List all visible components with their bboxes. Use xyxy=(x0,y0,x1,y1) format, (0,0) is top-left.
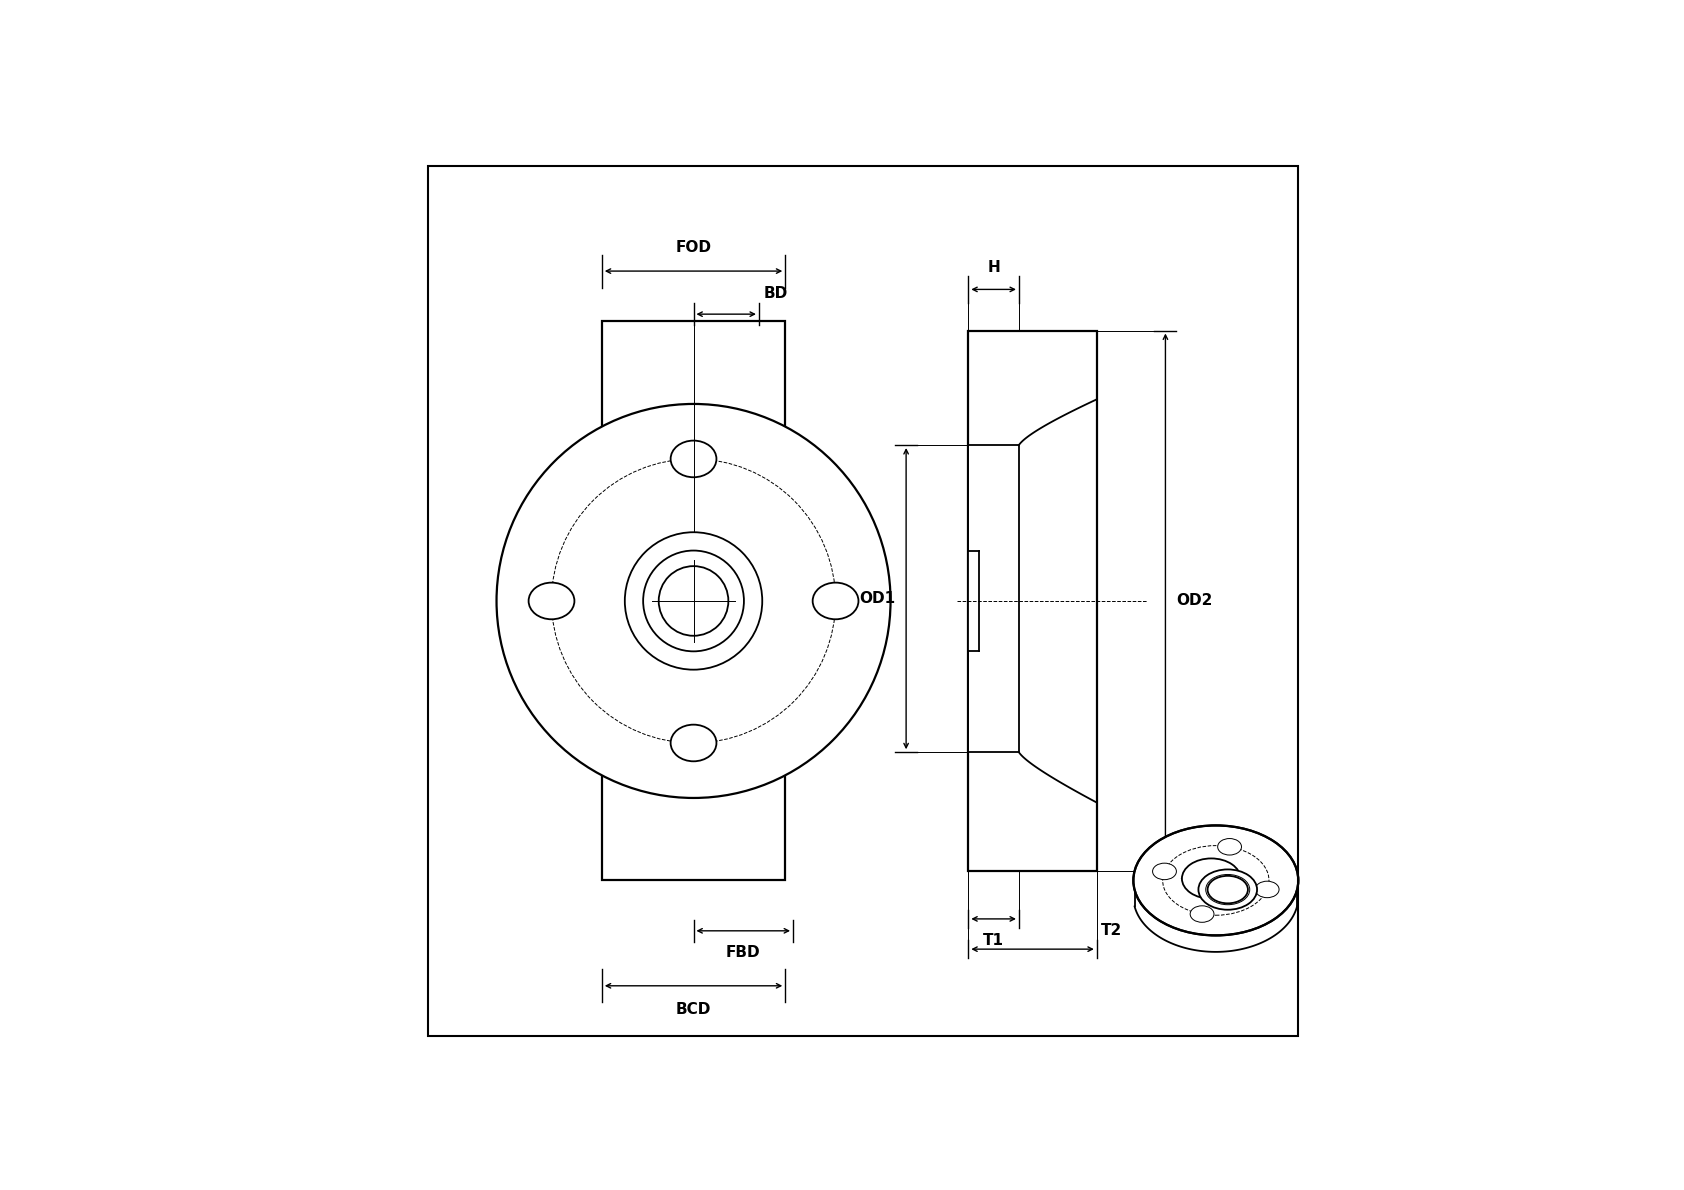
Text: T1: T1 xyxy=(983,933,1004,947)
Bar xyxy=(968,331,1096,871)
Bar xyxy=(968,445,1019,752)
Bar xyxy=(601,321,785,881)
Text: FOD: FOD xyxy=(675,239,712,255)
Circle shape xyxy=(658,566,729,635)
Ellipse shape xyxy=(1152,863,1177,879)
Text: BCD: BCD xyxy=(675,1002,711,1017)
Ellipse shape xyxy=(1255,881,1280,897)
Circle shape xyxy=(497,403,891,798)
Ellipse shape xyxy=(1218,839,1241,856)
Circle shape xyxy=(625,532,763,670)
Text: H: H xyxy=(987,259,1000,275)
Circle shape xyxy=(643,551,744,651)
Text: FBD: FBD xyxy=(726,946,761,960)
Ellipse shape xyxy=(1191,906,1214,922)
Ellipse shape xyxy=(1133,826,1298,935)
Text: OD2: OD2 xyxy=(1177,594,1212,608)
Ellipse shape xyxy=(529,583,574,619)
Ellipse shape xyxy=(670,440,716,477)
Ellipse shape xyxy=(1207,876,1248,903)
Ellipse shape xyxy=(813,583,859,619)
Ellipse shape xyxy=(670,725,716,762)
Text: BD: BD xyxy=(763,287,788,301)
Ellipse shape xyxy=(1199,870,1256,909)
Ellipse shape xyxy=(1182,858,1241,898)
Text: OD1: OD1 xyxy=(859,591,896,606)
Text: T2: T2 xyxy=(1101,923,1123,938)
